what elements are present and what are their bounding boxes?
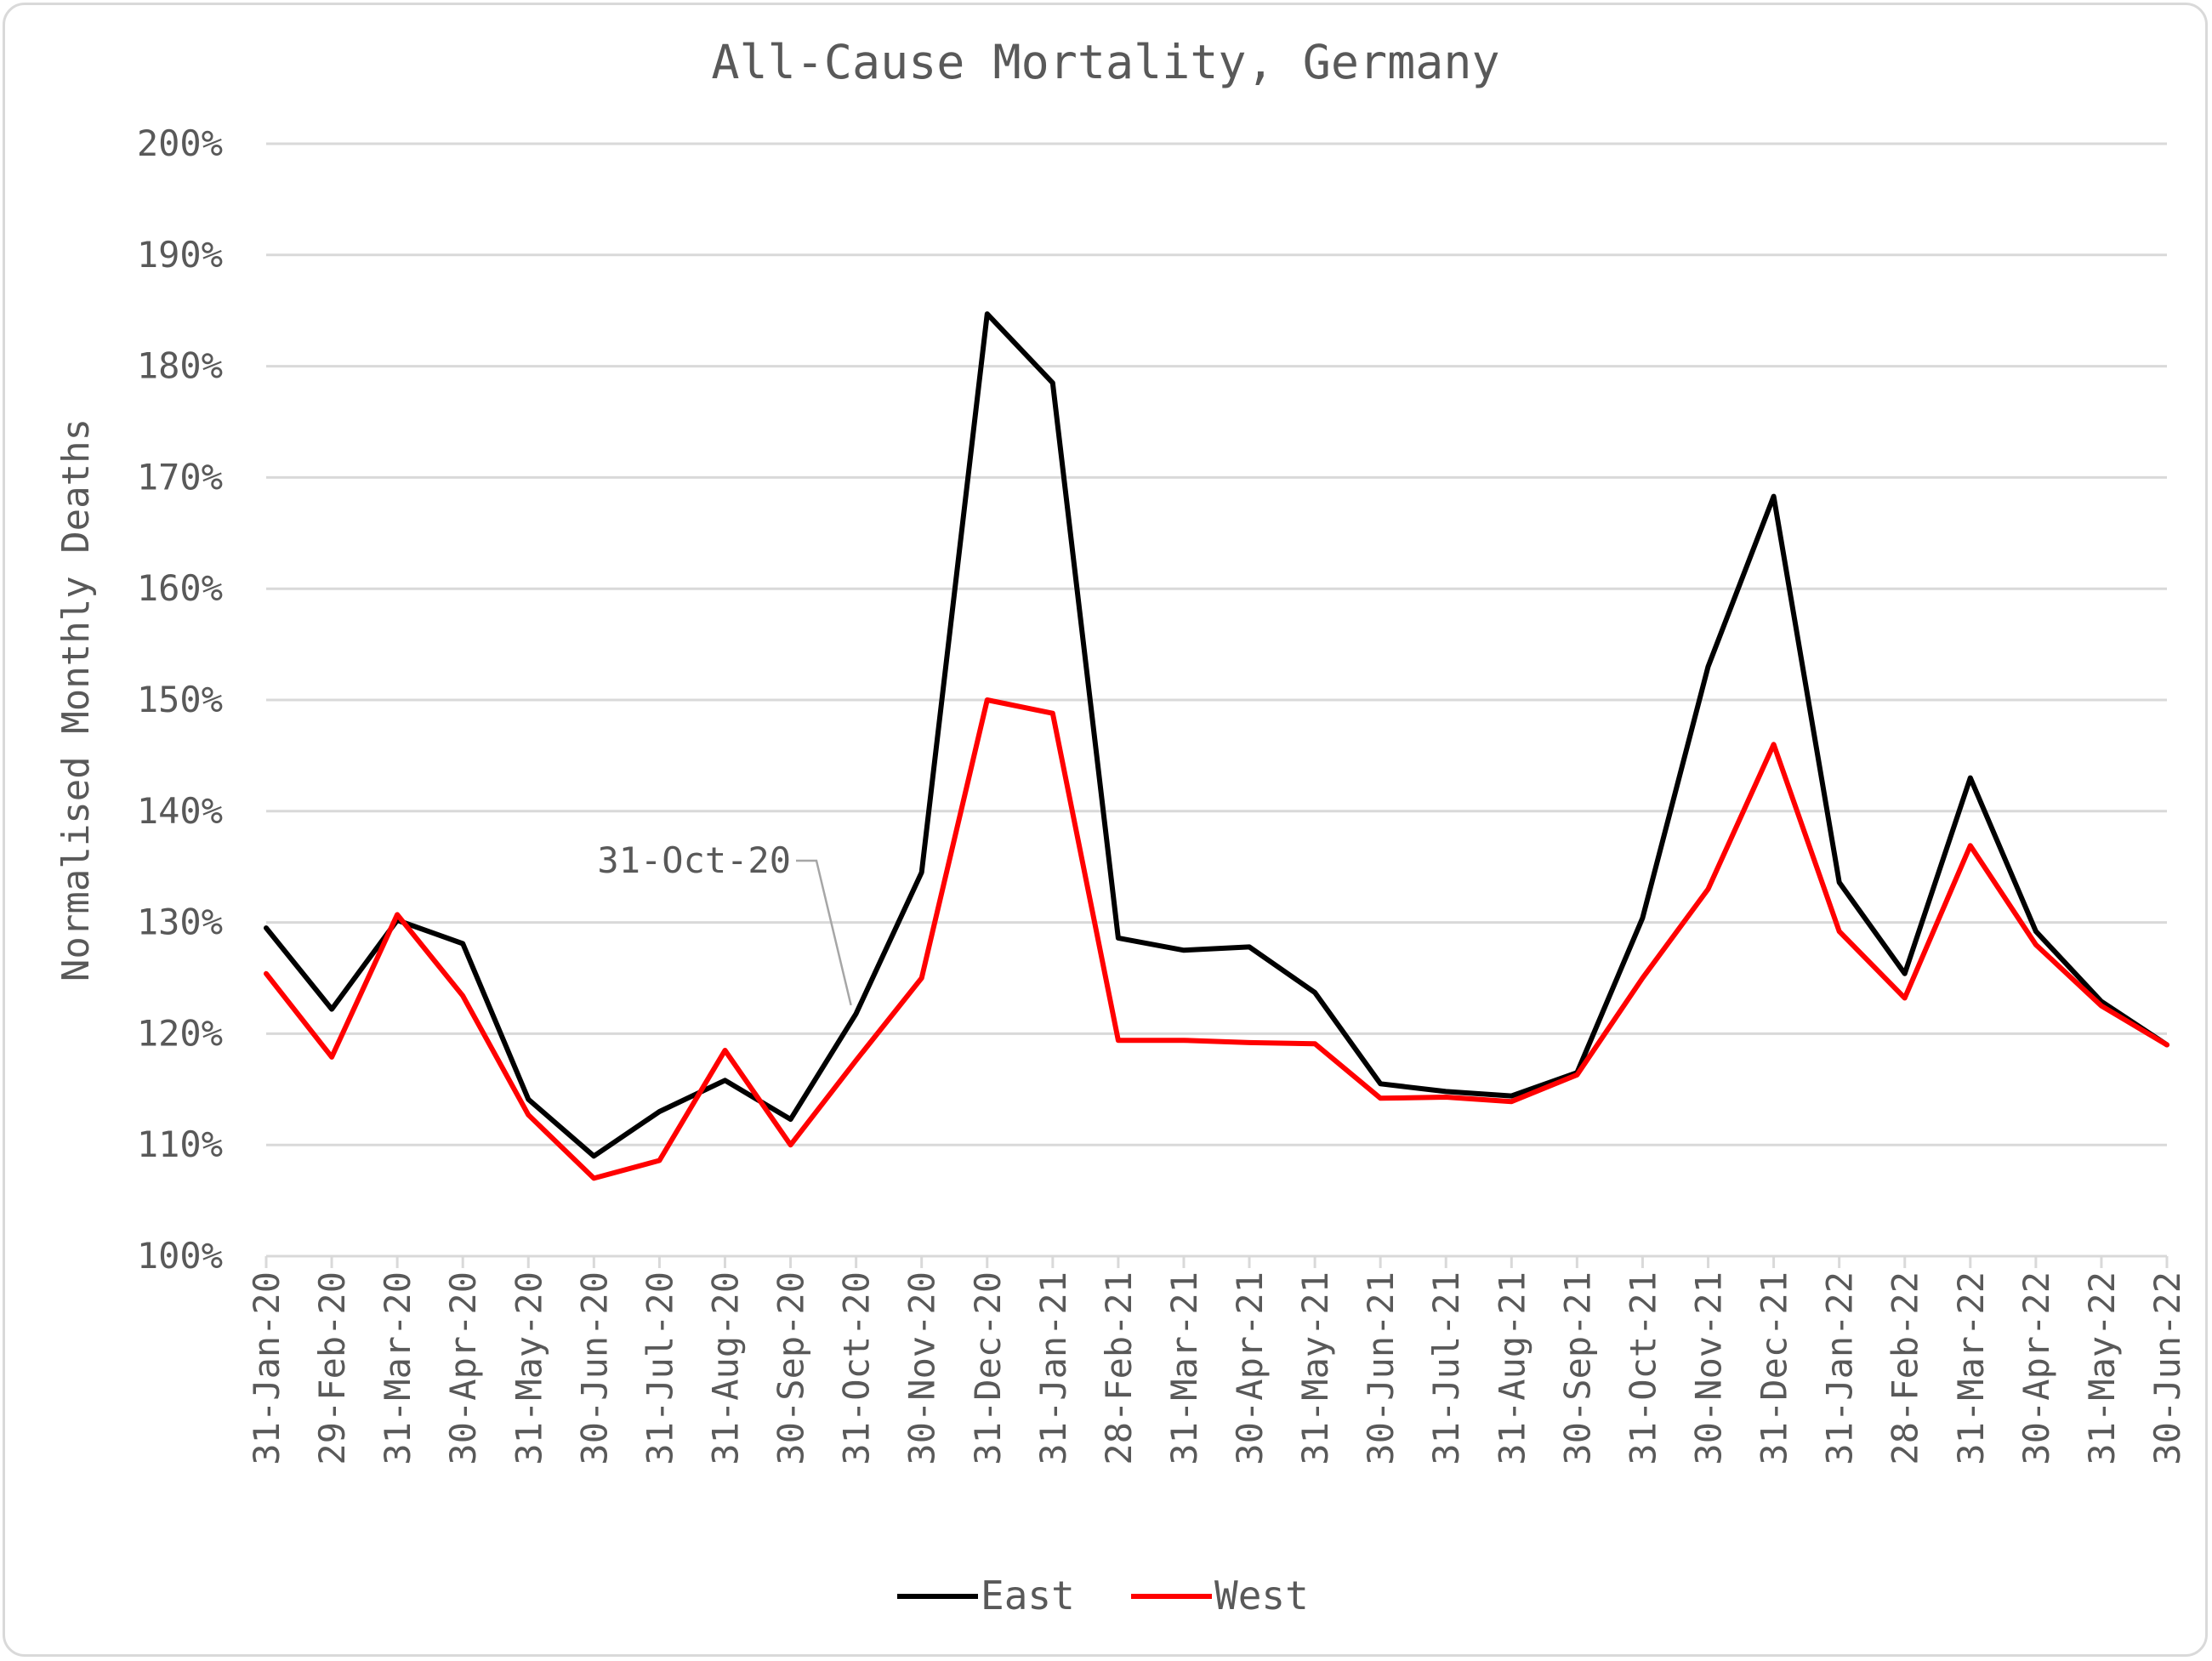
- y-tick-label: 110%: [137, 1123, 223, 1165]
- legend-item-east: East: [897, 1573, 1075, 1618]
- series-lines: [264, 311, 2169, 1181]
- y-axis-ticks: 100% 110% 120% 130% 140% 150% 160% 170% 180% 190%…: [137, 122, 223, 1277]
- x-tick-label: 31-Dec-21: [1754, 1271, 1795, 1465]
- y-tick-label: 170%: [137, 456, 223, 498]
- x-tick-label: 31-Jan-20: [246, 1271, 287, 1465]
- y-tick-label: 160%: [137, 567, 223, 609]
- legend-item-west: West: [1131, 1573, 1309, 1618]
- x-tick-label: 31-Mar-22: [1950, 1271, 1992, 1465]
- x-tick-label: 30-Sep-20: [771, 1271, 812, 1465]
- gridlines: [266, 142, 2167, 1258]
- x-tick-label: 31-Oct-20: [836, 1271, 878, 1465]
- x-tick-label: 31-Jul-20: [639, 1271, 680, 1465]
- series-line-east: [264, 311, 2169, 1159]
- y-tick-label: 130%: [137, 902, 223, 943]
- x-tick-label: 30-Apr-22: [2016, 1271, 2057, 1465]
- x-tick-label: 31-May-22: [2081, 1271, 2123, 1465]
- y-tick-label: 200%: [137, 122, 223, 164]
- series-line-west: [264, 697, 2169, 1181]
- x-tick-label: 31-Jan-22: [1819, 1271, 1861, 1465]
- x-tick-label: 31-May-20: [508, 1271, 549, 1465]
- x-tick-label: 30-Nov-20: [901, 1271, 943, 1465]
- x-tick-label: 31-Aug-21: [1491, 1271, 1532, 1465]
- x-tick-label: 30-Nov-21: [1688, 1271, 1730, 1465]
- x-tick-label: 30-Apr-20: [442, 1271, 484, 1465]
- annotation-label: 31-Oct-20: [597, 839, 791, 881]
- y-tick-label: 100%: [137, 1235, 223, 1277]
- x-tick-label: 30-Jun-20: [573, 1271, 615, 1465]
- x-tick-label: 31-Mar-20: [377, 1271, 418, 1465]
- x-tick-label: 31-Mar-21: [1163, 1271, 1205, 1465]
- x-tick-label: 31-Jan-21: [1032, 1271, 1074, 1465]
- x-tick-label: 28-Feb-22: [1885, 1271, 1926, 1465]
- x-tick-label: 31-Aug-20: [704, 1271, 746, 1465]
- annotations: 31-Oct-20: [597, 839, 852, 1006]
- legend-label: West: [1214, 1573, 1309, 1618]
- x-tick-label: 29-Feb-20: [311, 1271, 353, 1465]
- x-tick-label: 30-Sep-21: [1556, 1271, 1598, 1465]
- x-tick-label: 31-Dec-20: [967, 1271, 1009, 1465]
- annotation-leader-line: [796, 859, 852, 1006]
- x-tick-label: 31-Jul-21: [1425, 1271, 1467, 1465]
- legend-label: East: [981, 1573, 1075, 1618]
- legend: East West: [897, 1573, 1309, 1618]
- y-tick-label: 120%: [137, 1012, 223, 1054]
- y-tick-label: 180%: [137, 345, 223, 387]
- x-tick-label: 31-Oct-21: [1622, 1271, 1663, 1465]
- y-tick-label: 150%: [137, 679, 223, 720]
- x-axis-ticks: 31-Jan-20 29-Feb-20 31-Mar-20 30-Apr-20 31-M…: [246, 1256, 2188, 1465]
- y-axis-title: Normalised Monthly Deaths: [54, 418, 98, 981]
- chart-title: All-Cause Mortality, Germany: [711, 35, 1499, 89]
- x-tick-label: 30-Jun-21: [1360, 1271, 1402, 1465]
- x-tick-label: 30-Jun-22: [2147, 1271, 2188, 1465]
- x-tick-label: 31-May-21: [1294, 1271, 1336, 1465]
- y-tick-label: 140%: [137, 790, 223, 832]
- y-tick-label: 190%: [137, 234, 223, 276]
- x-tick-label: 28-Feb-21: [1098, 1271, 1140, 1465]
- x-tick-label: 30-Apr-21: [1229, 1271, 1271, 1465]
